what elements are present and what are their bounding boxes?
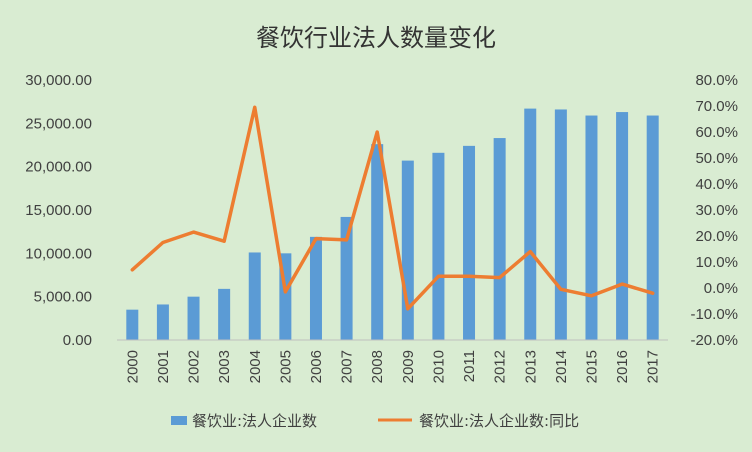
line-point <box>436 274 440 278</box>
line-point <box>528 250 532 254</box>
bar <box>493 138 506 340</box>
bar <box>187 296 200 340</box>
x-axis-tick-label: 2010 <box>430 350 447 383</box>
x-axis-tick-label: 2009 <box>400 350 417 383</box>
right-axis: -20.0% -10.0% 0.0% 10.0% 20.0% 30.0% 40.0% 50.0… <box>690 72 738 349</box>
chart-title: 餐饮行业法人数量变化 <box>256 24 496 52</box>
x-axis-tick-label: 2005 <box>277 350 294 383</box>
bar <box>401 160 414 340</box>
x-axis-tick-label: 2002 <box>186 350 203 383</box>
legend-bar-label: 餐饮业:法人企业数 <box>192 412 317 430</box>
bar <box>156 304 169 340</box>
bar <box>432 152 445 340</box>
x-axis-tick-label: 2016 <box>614 350 631 383</box>
line-point <box>375 130 379 134</box>
x-axis-tick-label: 2008 <box>369 350 386 383</box>
bar-series <box>126 108 659 341</box>
legend-bar-swatch <box>171 416 187 425</box>
line-point <box>467 274 471 278</box>
right-axis-tick-label: 20.0% <box>695 228 738 245</box>
left-axis-tick-label: 0.00 <box>63 332 92 349</box>
bar <box>646 115 659 341</box>
x-axis-tick-label: 2012 <box>492 350 509 383</box>
right-axis-tick-label: 10.0% <box>695 254 738 271</box>
right-axis-tick-label: 0.0% <box>704 280 738 297</box>
legend-line-label: 餐饮业:法人企业数:同比 <box>419 412 579 430</box>
bar <box>463 145 476 340</box>
bar <box>248 252 261 340</box>
left-axis-tick-label: 10,000.00 <box>25 245 92 262</box>
line-point <box>314 237 318 241</box>
x-axis-tick-label: 2001 <box>155 350 172 383</box>
right-axis-tick-label: 50.0% <box>695 150 738 167</box>
bar <box>218 288 231 340</box>
x-axis: 2000 2001 2002 2003 2004 2005 2006 2007 2008 2009… <box>117 339 668 383</box>
left-axis-tick-label: 25,000.00 <box>25 115 92 132</box>
bar <box>371 144 384 340</box>
line-point <box>589 294 593 298</box>
x-axis-tick-label: 2017 <box>645 350 662 383</box>
line-point <box>498 276 502 280</box>
left-axis-tick-label: 15,000.00 <box>25 202 92 219</box>
right-axis-tick-label: 40.0% <box>695 176 738 193</box>
bar <box>309 236 322 340</box>
bar <box>554 109 567 340</box>
x-axis-tick-label: 2007 <box>339 350 356 383</box>
line-point <box>283 290 287 294</box>
line-point <box>192 230 196 234</box>
right-axis-tick-label: -10.0% <box>690 306 738 323</box>
legend: 餐饮业:法人企业数 餐饮业:法人企业数:同比 <box>171 412 579 430</box>
right-axis-tick-label: 80.0% <box>695 72 738 89</box>
x-axis-tick-label: 2014 <box>553 350 570 383</box>
x-axis-tick-label: 2000 <box>124 350 141 383</box>
bar <box>340 216 353 340</box>
right-axis-tick-label: -20.0% <box>690 332 738 349</box>
left-axis-tick-label: 30,000.00 <box>25 72 92 89</box>
bar <box>126 309 139 340</box>
line-point <box>406 307 410 311</box>
left-axis-tick-label: 20,000.00 <box>25 159 92 176</box>
x-axis-tick-label: 2006 <box>308 350 325 383</box>
right-axis-tick-label: 30.0% <box>695 202 738 219</box>
line-point <box>559 287 563 291</box>
line-point <box>345 238 349 242</box>
x-axis-tick-label: 2011 <box>461 350 478 382</box>
x-axis-tick-label: 2004 <box>247 350 264 383</box>
line-point <box>620 282 624 286</box>
left-axis: 0.00 5,000.00 10,000.00 15,000.00 20,000.00 2… <box>25 72 92 349</box>
line-series-path <box>130 105 655 311</box>
line-point <box>130 268 134 272</box>
bar <box>585 115 598 341</box>
line-point <box>222 239 226 243</box>
bar <box>524 108 537 340</box>
line-series <box>130 105 655 311</box>
right-axis-tick-label: 70.0% <box>695 98 738 115</box>
x-axis-tick-label: 2013 <box>522 350 539 383</box>
left-axis-tick-label: 5,000.00 <box>34 289 92 306</box>
line-point <box>161 241 165 244</box>
bar <box>616 112 629 340</box>
right-axis-tick-label: 60.0% <box>695 124 738 141</box>
line-point <box>253 105 257 109</box>
line-point <box>651 291 655 295</box>
x-axis-tick-label: 2015 <box>583 350 600 383</box>
x-axis-tick-label: 2003 <box>216 350 233 383</box>
